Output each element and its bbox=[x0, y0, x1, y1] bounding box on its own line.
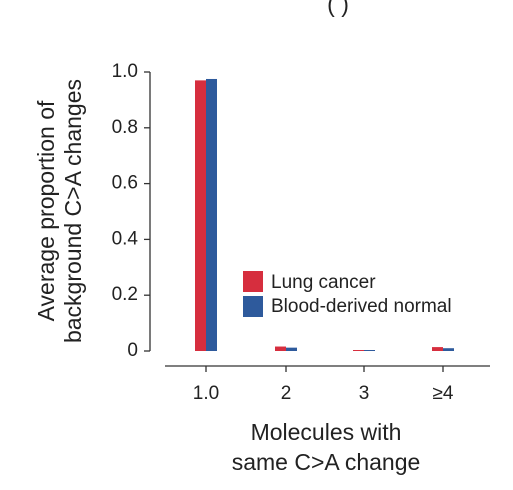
bars bbox=[195, 78, 454, 352]
bar-lung-cancer bbox=[195, 80, 206, 352]
x-axis: 1.0 2 3 ≥4 bbox=[165, 365, 490, 404]
y-tick-label: 0.6 bbox=[112, 173, 138, 194]
x-axis-title: Molecules with same C>A change bbox=[232, 419, 421, 475]
legend-label: Lung cancer bbox=[271, 272, 376, 293]
x-tick-label: 2 bbox=[281, 383, 292, 404]
bar-lung-cancer bbox=[275, 346, 286, 351]
bar-blood-derived-normal bbox=[286, 347, 297, 351]
x-tick-label: ≥4 bbox=[433, 383, 454, 404]
bar-blood-derived-normal bbox=[206, 78, 217, 351]
y-tick-label: 0.8 bbox=[112, 117, 138, 138]
y-tick-label: 1.0 bbox=[112, 61, 138, 82]
legend-swatch bbox=[243, 296, 263, 317]
y-axis-title-line: background C>A changes bbox=[60, 79, 86, 343]
legend-swatch bbox=[243, 271, 263, 292]
x-tick-label: 1.0 bbox=[193, 383, 219, 404]
bar-blood-derived-normal bbox=[364, 350, 375, 351]
x-axis-title-line: Molecules with bbox=[251, 419, 402, 445]
bar-lung-cancer bbox=[353, 350, 364, 351]
bar-blood-derived-normal bbox=[443, 348, 454, 351]
y-axis-title-line: Average proportion of bbox=[33, 100, 59, 321]
legend: Lung cancer Blood-derived normal bbox=[243, 271, 452, 317]
x-tick-label: 3 bbox=[359, 383, 370, 404]
y-axis-title: Average proportion of background C>A chan… bbox=[33, 79, 86, 343]
legend-label: Blood-derived normal bbox=[271, 296, 452, 317]
x-axis-title-line: same C>A change bbox=[232, 449, 421, 475]
chart-title-fragment: ( ) bbox=[327, 0, 349, 17]
y-tick-label: 0.4 bbox=[112, 228, 139, 249]
y-axis: 0 0.2 0.4 0.6 0.8 1.0 bbox=[112, 61, 151, 361]
y-tick-label: 0 bbox=[127, 340, 138, 361]
y-tick-label: 0.2 bbox=[112, 284, 138, 305]
bar-lung-cancer bbox=[432, 347, 443, 351]
